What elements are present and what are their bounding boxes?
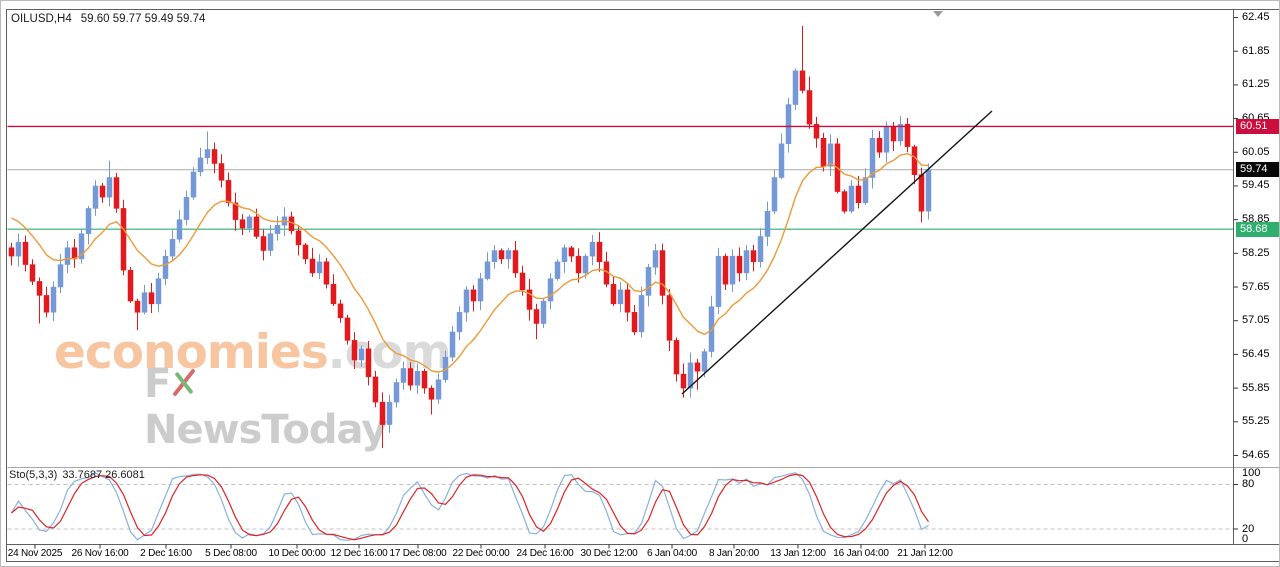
indicator-name: Sto(5,3,3) <box>9 469 58 481</box>
chart-title: OILUSD,H4 59.60 59.77 59.49 59.74 <box>11 13 205 25</box>
time-tick-label: 10 Dec 00:00 <box>268 548 326 559</box>
time-tick-label: 16 Jan 04:00 <box>833 548 889 559</box>
time-tick-label: 21 Jan 12:00 <box>897 548 953 559</box>
price-badge: 58.68 <box>1236 221 1279 237</box>
candles-series <box>8 25 932 449</box>
chart-frame <box>6 9 1279 562</box>
time-tick-label: 17 Dec 08:00 <box>389 548 447 559</box>
time-tick-label: 5 Dec 08:00 <box>205 548 257 559</box>
chart-shift-marker-icon <box>933 11 943 17</box>
price-tick-label: 61.25 <box>1242 78 1270 91</box>
time-tick-label: 26 Nov 16:00 <box>71 548 129 559</box>
price-tick-label: 55.25 <box>1242 415 1270 428</box>
time-tick-label: 30 Dec 12:00 <box>580 548 638 559</box>
symbol-period-label: OILUSD,H4 <box>11 13 72 25</box>
indicator-values: 33.7687 26.6081 <box>62 469 145 481</box>
trendline[interactable] <box>681 110 993 395</box>
time-tick-label: 24 Dec 16:00 <box>516 548 574 559</box>
price-badge: 60.51 <box>1236 118 1279 134</box>
sto-tick-label: 0 <box>1242 533 1249 545</box>
price-tick-label: 62.45 <box>1242 11 1270 23</box>
sto-tick-label: 100 <box>1242 466 1261 479</box>
stochastic-k-line <box>10 472 929 541</box>
price-tick-label: 58.25 <box>1242 246 1270 259</box>
watermark-line2-rest: NewsToday <box>144 407 387 453</box>
price-badge: 59.74 <box>1236 162 1279 178</box>
price-tick-label: 54.65 <box>1242 448 1270 461</box>
time-tick-label: 24 Nov 2025 <box>7 548 63 559</box>
time-tick-label: 8 Jan 20:00 <box>708 548 760 559</box>
price-tick-label: 59.45 <box>1242 179 1270 192</box>
price-tick-label: 57.05 <box>1242 314 1270 327</box>
price-tick-label: 57.65 <box>1242 280 1270 293</box>
time-tick-label: 6 Jan 04:00 <box>646 548 698 559</box>
time-tick-label: 12 Dec 16:00 <box>330 548 388 559</box>
price-tick-label: 61.85 <box>1242 44 1270 57</box>
time-tick-label: 2 Dec 16:00 <box>140 548 192 559</box>
moving-average-line <box>11 152 929 373</box>
watermark-line2-prefix: F <box>144 361 171 407</box>
price-tick-label: 60.05 <box>1242 145 1270 158</box>
stochastic-d-line <box>11 473 929 541</box>
time-tick-label: 22 Dec 00:00 <box>452 548 510 559</box>
sto-tick-label: 20 <box>1242 522 1255 535</box>
ohlc-values: 59.60 59.77 59.49 59.74 <box>80 13 206 25</box>
time-tick-label: 13 Jan 12:00 <box>770 548 826 559</box>
price-tick-label: 56.45 <box>1242 347 1270 360</box>
price-tick-label: 55.85 <box>1242 381 1270 394</box>
indicator-label: Sto(5,3,3) 33.7687 26.6081 <box>9 469 145 481</box>
sto-tick-label: 80 <box>1242 478 1255 490</box>
